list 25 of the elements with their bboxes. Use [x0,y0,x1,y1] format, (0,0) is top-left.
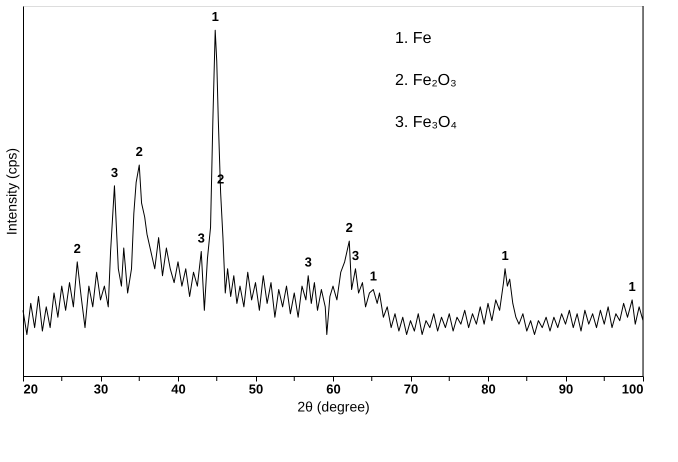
x-tick-label: 20 [24,382,38,396]
x-tick-label: 50 [248,382,264,396]
annotation: 3. Fe₃O₄ [395,114,457,131]
x-tick-label: 70 [404,382,418,396]
annotation: 3 [352,248,360,263]
annotation: 3 [304,254,312,270]
x-tick-label: 60 [326,382,341,396]
annotation: 2. Fe₂O₃ [395,72,457,89]
annotation: 2 [74,240,81,256]
x-tick-label: 40 [171,382,186,396]
x-tick-label: 30 [94,382,108,396]
x-tick-label: 80 [481,382,496,396]
annotation: 1. Fe [395,30,432,47]
annotation: 1 [370,268,377,284]
y-axis-title: Intensity (cps) [4,148,20,236]
x-tick-label: 90 [558,382,574,396]
annotation: 3 [110,164,118,180]
x-axis-title: 2θ (degree) [297,398,370,414]
annotation: 3 [198,230,205,246]
annotation: 1 [212,9,219,24]
annotation: 1 [501,248,509,263]
annotation: 2 [346,220,353,236]
annotation: 1 [628,278,636,294]
annotation: 2 [136,144,143,160]
x-tick-label: 100 [622,382,644,396]
